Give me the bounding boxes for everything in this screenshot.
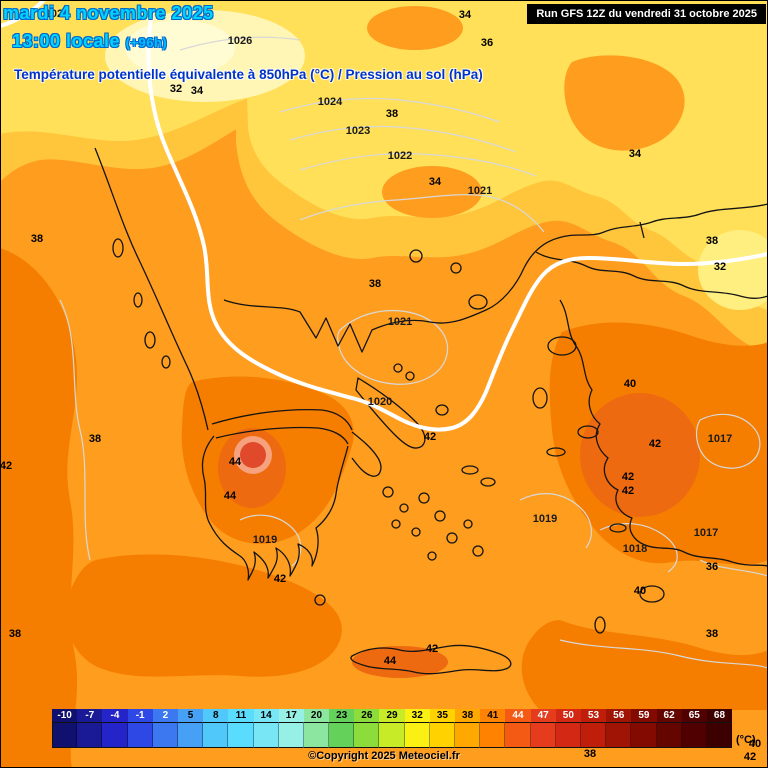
legend-value: 59: [631, 709, 657, 722]
legend-value: 26: [354, 709, 380, 722]
legend-cell: 5: [177, 709, 204, 748]
legend-color-swatch: [555, 722, 581, 748]
forecast-offset: (+96h): [125, 35, 168, 50]
legend-color-swatch: [631, 722, 657, 748]
legend-color-swatch: [329, 722, 355, 748]
legend-cell: 29: [379, 709, 405, 748]
legend-cell: 8: [203, 709, 229, 748]
time-title: 13:00 locale (+96h): [12, 31, 167, 52]
legend-color-swatch: [228, 722, 254, 748]
legend-value: 62: [656, 709, 682, 722]
legend-value: 20: [303, 709, 330, 722]
copyright-text: ©Copyright 2025 Meteociel.fr: [308, 750, 460, 762]
legend-cell: 11: [228, 709, 254, 748]
legend-cell: 68: [706, 709, 733, 748]
legend-value: 23: [329, 709, 355, 722]
legend-value: 5: [177, 709, 204, 722]
legend-cell: -10: [52, 709, 78, 748]
legend-color-swatch: [77, 722, 103, 748]
legend-value: 50: [555, 709, 581, 722]
legend-value: -4: [102, 709, 128, 722]
run-info-box: Run GFS 12Z du vendredi 31 octobre 2025: [527, 4, 766, 24]
legend-color-swatch: [379, 722, 405, 748]
legend-color-swatch: [203, 722, 229, 748]
legend-value: 8: [203, 709, 229, 722]
legend-value: 68: [706, 709, 733, 722]
legend-value: 17: [278, 709, 304, 722]
legend-cell: 17: [278, 709, 304, 748]
legend-color-swatch: [404, 722, 430, 748]
legend-color-swatch: [505, 722, 531, 748]
legend-value: 56: [606, 709, 632, 722]
legend-cell: 35: [429, 709, 455, 748]
legend-value: 38: [455, 709, 481, 722]
legend-color-swatch: [52, 722, 78, 748]
isobar-major-lines: [0, 0, 768, 432]
legend-cell: 26: [354, 709, 380, 748]
legend-color-swatch: [480, 722, 506, 748]
legend-cell: 59: [631, 709, 657, 748]
legend-cell: 44: [505, 709, 531, 748]
legend-value: 29: [379, 709, 405, 722]
legend-cell: 2: [152, 709, 178, 748]
legend-value: 41: [480, 709, 506, 722]
legend-color-swatch: [253, 722, 279, 748]
legend-color-swatch: [706, 722, 733, 748]
legend-cell: 14: [253, 709, 279, 748]
legend-cell: 41: [480, 709, 506, 748]
coastlines: [94, 147, 768, 675]
legend-cell: 62: [656, 709, 682, 748]
legend-cell: 20: [303, 709, 330, 748]
legend-value: 32: [404, 709, 430, 722]
legend-color-swatch: [278, 722, 304, 748]
date-title-text: mardi 4 novembre 2025: [3, 3, 214, 23]
legend-value: 47: [530, 709, 556, 722]
legend-cell: 47: [530, 709, 556, 748]
legend-color-swatch: [429, 722, 455, 748]
legend-color-swatch: [580, 722, 607, 748]
legend-cell: 53: [580, 709, 607, 748]
legend-value: -1: [127, 709, 153, 722]
date-title: mardi 4 novembre 2025: [3, 3, 214, 24]
legend-color-swatch: [177, 722, 204, 748]
legend-cell: 65: [681, 709, 707, 748]
legend-value: -7: [77, 709, 103, 722]
legend-value: -10: [52, 709, 78, 722]
legend-unit-label: (°C): [736, 734, 756, 746]
legend-color-swatch: [530, 722, 556, 748]
legend-color-swatch: [656, 722, 682, 748]
legend-color-swatch: [354, 722, 380, 748]
legend-value: 35: [429, 709, 455, 722]
legend-value: 44: [505, 709, 531, 722]
legend-color-swatch: [152, 722, 178, 748]
legend-value: 65: [681, 709, 707, 722]
time-title-text: 13:00 locale: [12, 31, 121, 51]
legend-color-swatch: [102, 722, 128, 748]
legend-color-swatch: [455, 722, 481, 748]
legend-cell: 50: [555, 709, 581, 748]
legend-cell: -7: [77, 709, 103, 748]
legend-value: 11: [228, 709, 254, 722]
legend-cell: 38: [455, 709, 481, 748]
legend-cell: 32: [404, 709, 430, 748]
legend-value: 53: [580, 709, 607, 722]
legend-color-swatch: [127, 722, 153, 748]
legend-value: 2: [152, 709, 178, 722]
map-subtitle: Température potentielle équivalente à 85…: [14, 67, 483, 82]
legend-cell: 56: [606, 709, 632, 748]
legend-color-swatch: [606, 722, 632, 748]
legend-cell: 23: [329, 709, 355, 748]
legend-scale: -10 -7 -4 -1 2 5 8 11 14 17 20 23 26 29 32 35 38 41 44 47 50…: [52, 709, 733, 748]
legend-cell: -4: [102, 709, 128, 748]
legend-color-swatch: [681, 722, 707, 748]
legend-cell: -1: [127, 709, 153, 748]
legend-value: 14: [253, 709, 279, 722]
legend-color-swatch: [303, 722, 330, 748]
